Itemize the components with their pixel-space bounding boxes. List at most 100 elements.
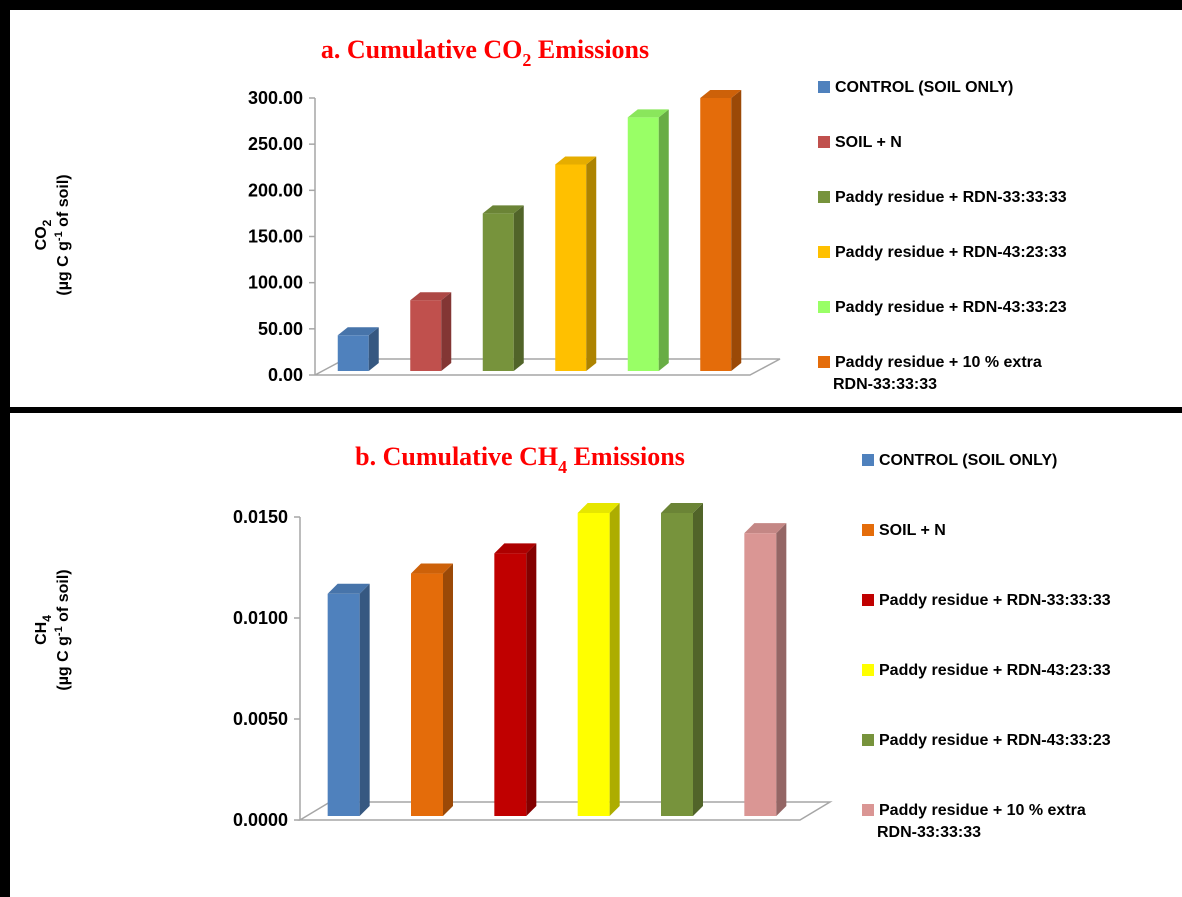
bar-side <box>441 292 452 371</box>
bar-top <box>411 563 453 574</box>
bar-side <box>731 90 742 371</box>
legend-label: Paddy residue + RDN-43:33:23 <box>835 299 1067 316</box>
legend-swatch <box>862 594 874 606</box>
bar <box>700 90 742 371</box>
legend-swatch <box>818 81 830 93</box>
bar <box>744 523 787 816</box>
bar-top <box>327 583 370 594</box>
legend-label: Paddy residue + RDN-43:33:23 <box>879 732 1111 749</box>
y-tick-label: 0.00 <box>268 365 303 385</box>
bar-front <box>337 335 369 371</box>
bar-top <box>410 292 452 301</box>
legend-label: Paddy residue + RDN-33:33:33 <box>879 592 1111 609</box>
svg-text:CH4: CH4 <box>33 615 54 645</box>
bar-top <box>577 502 620 513</box>
y-tick-label: 150.00 <box>248 227 303 247</box>
legend-label: Paddy residue + RDN-33:33:33 <box>835 189 1067 206</box>
bar-side <box>586 156 597 371</box>
legend-label: Paddy residue + RDN-43:23:33 <box>835 244 1067 261</box>
bar <box>337 327 379 371</box>
bar-front <box>411 573 443 816</box>
panel-co2 <box>0 0 1182 410</box>
bar <box>577 502 620 816</box>
legend-item: Paddy residue + RDN-43:33:23 <box>818 299 1067 316</box>
bar-top <box>700 90 742 98</box>
bar-front <box>661 512 693 816</box>
bar <box>555 156 597 371</box>
axis-floor <box>297 801 833 821</box>
bar-side <box>658 109 669 371</box>
legend-swatch <box>818 136 830 148</box>
bar-side <box>693 502 703 816</box>
legend-swatch <box>862 524 874 536</box>
chart-co2: a. Cumulative CO2 Emissions CO2 (µg C g-… <box>33 35 1067 393</box>
legend-label: Paddy residue + 10 % extra RDN-33:33:33 <box>877 802 1086 841</box>
bar-front <box>744 533 777 816</box>
bar-front <box>700 98 732 371</box>
svg-text:(µg C g-1 of soil): (µg C g-1 of soil) <box>53 569 72 690</box>
legend-label: SOIL + N <box>835 134 902 151</box>
y-tick-label: 0.0100 <box>233 608 288 628</box>
bar-front <box>482 213 514 371</box>
legend-item: Paddy residue + RDN-33:33:33 <box>862 592 1111 609</box>
bar-side <box>609 502 620 816</box>
bar-front <box>327 593 360 816</box>
y-tick-label: 250.00 <box>248 134 303 154</box>
legend-item: CONTROL (SOIL ONLY) <box>818 79 1013 96</box>
bar-front <box>627 117 659 371</box>
y-axis-label: CH4 (µg C g-1 of soil) <box>33 569 72 690</box>
legend-label: CONTROL (SOIL ONLY) <box>879 452 1057 469</box>
chart-title: b. Cumulative CH4 Emissions <box>355 442 685 477</box>
y-tick-label: 50.00 <box>258 319 303 339</box>
legend-swatch <box>862 734 874 746</box>
bar-top <box>482 205 524 214</box>
bar-front <box>577 512 610 816</box>
bar-top <box>661 502 703 513</box>
bar <box>411 563 453 816</box>
bar-side <box>526 543 537 816</box>
legend-swatch <box>862 664 874 676</box>
bar-side <box>776 523 787 816</box>
svg-text:CO2: CO2 <box>33 219 54 250</box>
legend-label: SOIL + N <box>879 522 946 539</box>
legend-label: CONTROL (SOIL ONLY) <box>835 79 1013 96</box>
y-axis-label: CO2 (µg C g-1 of soil) <box>33 174 72 295</box>
legend-item: CONTROL (SOIL ONLY) <box>862 452 1057 469</box>
bar-side <box>443 563 453 816</box>
axis-floor <box>314 358 781 376</box>
y-tick-label: 300.00 <box>248 88 303 108</box>
legend-label: Paddy residue + RDN-43:23:33 <box>879 662 1111 679</box>
panel-ch4 <box>0 410 1182 897</box>
bar <box>494 543 537 816</box>
chart-title: a. Cumulative CO2 Emissions <box>321 35 649 70</box>
legend-swatch <box>862 454 874 466</box>
legend-item: Paddy residue + 10 % extra RDN-33:33:33 <box>818 354 1042 393</box>
legend-item: SOIL + N <box>818 134 902 151</box>
legend-item: Paddy residue + 10 % extra RDN-33:33:33 <box>862 802 1086 841</box>
bar-top <box>494 543 537 554</box>
legend-item: Paddy residue + RDN-43:33:23 <box>862 732 1111 749</box>
bar-top <box>337 327 379 336</box>
legend-item: Paddy residue + RDN-43:23:33 <box>818 244 1067 261</box>
bar <box>327 583 370 816</box>
bar-top <box>627 109 669 118</box>
chart-ch4: b. Cumulative CH4 Emissions CH4 (µg C g-… <box>33 442 1111 841</box>
bar-front <box>555 164 587 371</box>
legend-item: SOIL + N <box>862 522 946 539</box>
legend-swatch <box>818 191 830 203</box>
bar-front <box>494 553 527 816</box>
legend-item: Paddy residue + RDN-33:33:33 <box>818 189 1067 206</box>
y-tick-label: 100.00 <box>248 273 303 293</box>
bar <box>627 109 669 371</box>
bar <box>482 205 524 371</box>
bar-side <box>513 205 524 371</box>
y-tick-label: 0.0000 <box>233 810 288 830</box>
bar-front <box>410 300 442 371</box>
bar-side <box>368 327 379 371</box>
legend-item: Paddy residue + RDN-43:23:33 <box>862 662 1111 679</box>
bar <box>410 292 452 371</box>
bar-top <box>555 156 597 165</box>
bar-side <box>359 583 370 816</box>
legend-label: Paddy residue + 10 % extra RDN-33:33:33 <box>833 354 1042 393</box>
